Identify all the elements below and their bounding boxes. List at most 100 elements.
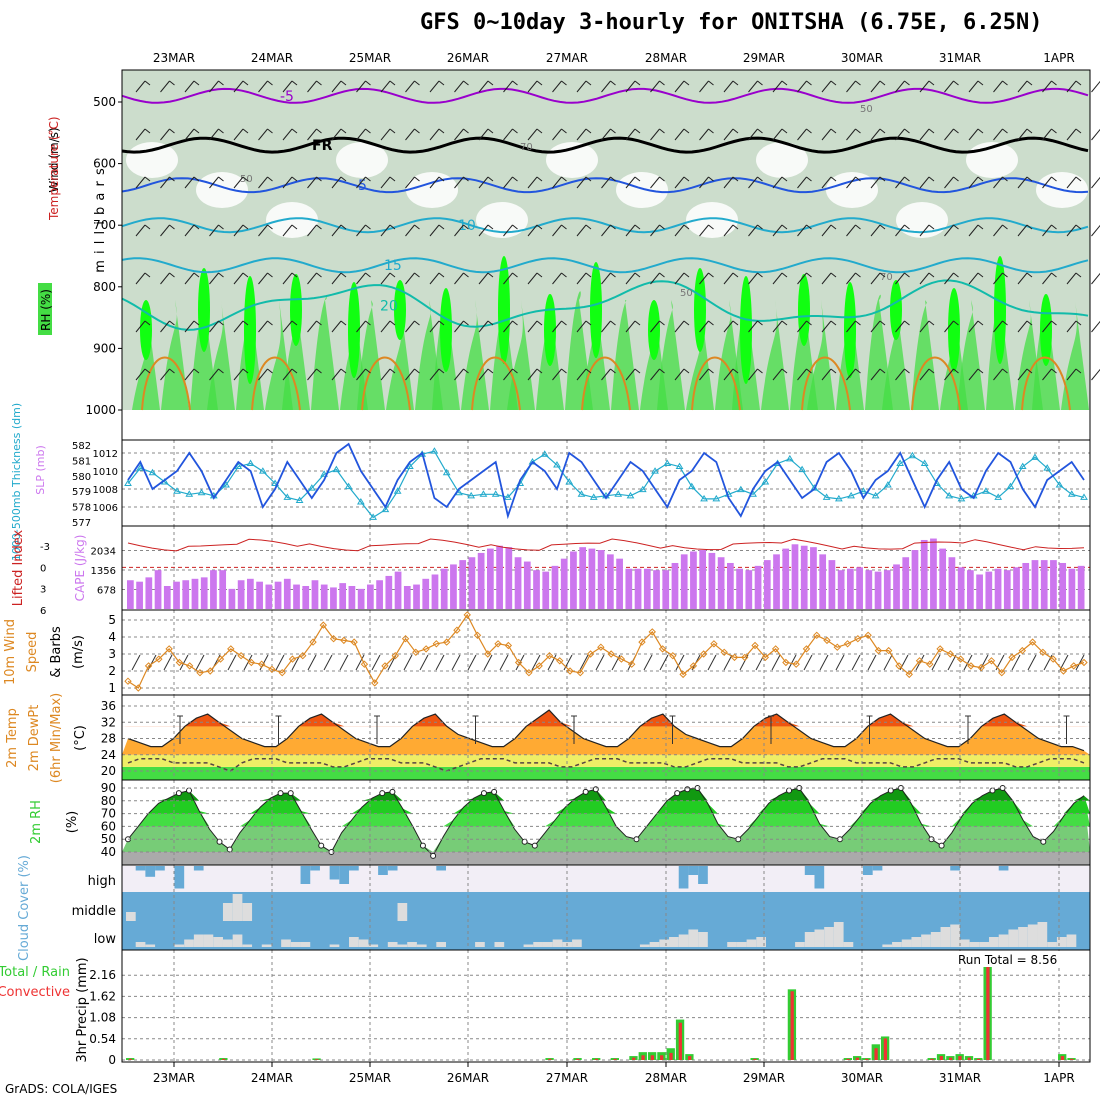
thickness-marker	[700, 494, 708, 502]
slp-tick-label: 1010	[93, 467, 118, 478]
wind-barb	[821, 368, 832, 381]
cloud-low-bar	[542, 942, 553, 947]
cape-bar	[1077, 565, 1085, 609]
wind-barb-flag	[340, 320, 347, 326]
thickness-marker	[246, 459, 255, 466]
wind-tick-label: 4	[108, 630, 116, 644]
wind-barb	[576, 272, 587, 285]
wind-barb-flag	[365, 272, 371, 278]
wind-barb	[846, 80, 856, 93]
wind-barb-flag	[585, 128, 592, 134]
rh-background	[122, 70, 1090, 410]
wind-speed-marker	[514, 658, 523, 667]
li-tick-label: 0	[40, 563, 46, 574]
thickness-marker	[1031, 453, 1039, 460]
bottom-date-label: 29MAR	[743, 1071, 785, 1085]
cape-bar	[699, 550, 707, 609]
wind-barb	[993, 80, 1003, 93]
wind-barb-flag	[879, 272, 886, 278]
surface-wind-barb	[867, 654, 877, 671]
wind-barb	[723, 224, 734, 237]
wind-barb	[1017, 272, 1028, 285]
wind-barb	[674, 176, 685, 189]
cloud-high-bar	[378, 866, 388, 875]
li-ylabel: Lifted Index	[11, 529, 26, 606]
wind-barb-flag	[977, 224, 984, 230]
wind-barb	[307, 224, 317, 237]
wind-speed-marker	[998, 668, 1006, 677]
cape-bar	[348, 585, 356, 609]
rh-shading-band	[282, 300, 310, 410]
wind-barb	[160, 272, 170, 285]
bottom-date-label: 28MAR	[645, 1071, 687, 1085]
thickness-marker	[442, 468, 451, 476]
bottom-date-label: 25MAR	[349, 1071, 391, 1085]
wind-barb	[233, 80, 244, 93]
cloud-low-bar	[193, 934, 204, 947]
wind-barb	[968, 224, 979, 237]
cape-bar	[994, 568, 1002, 609]
thickness-marker	[663, 459, 672, 466]
cape-bar	[1022, 562, 1030, 609]
wind-barb-flag	[340, 80, 347, 86]
wind-barb-flag	[585, 80, 592, 86]
wind-barb	[331, 272, 342, 285]
temperature-contour-orange	[361, 356, 411, 411]
precip-convective-bar	[613, 1058, 617, 1060]
wind-speed-marker	[956, 655, 965, 663]
wind-barb-flag	[1026, 128, 1033, 134]
wind-barb-flag	[267, 176, 273, 182]
wind-barb	[944, 320, 954, 333]
cape-bar	[173, 581, 180, 609]
wind-barb-flag	[977, 272, 984, 278]
thickness-marker	[344, 482, 353, 490]
surface-wind-barb	[675, 654, 685, 671]
precip-convective-bar	[632, 1057, 636, 1060]
cape-bar	[967, 570, 974, 609]
cloud-high-bar	[698, 866, 708, 884]
thickness-marker	[173, 487, 181, 494]
rh-ylabel: RH (%)	[39, 289, 53, 331]
thickness-marker	[614, 490, 623, 497]
wind-barb	[919, 80, 930, 93]
rh-marker	[226, 846, 233, 853]
wind-speed-marker	[926, 660, 934, 668]
wind-speed-marker	[730, 653, 739, 662]
wind-barb	[625, 320, 636, 333]
wind-barb-flag	[463, 80, 469, 86]
wind-barb	[576, 320, 587, 333]
wind-barb-flag	[463, 272, 469, 278]
cape-bar	[736, 568, 743, 609]
rh-shading-band	[461, 300, 489, 410]
wind-barb	[821, 80, 832, 93]
precip-convective-bar	[1060, 1056, 1065, 1060]
wind-barb	[380, 320, 391, 333]
thickness-marker	[859, 487, 868, 494]
wind-barb	[184, 224, 195, 237]
wind-barb	[233, 368, 244, 381]
cloud-low-bar	[746, 939, 757, 947]
cape-bar	[883, 570, 891, 609]
wind-barb-flag	[242, 272, 249, 278]
rh-high-core	[798, 274, 810, 346]
wind-barb	[356, 176, 366, 189]
wind-barb-flag	[610, 368, 616, 374]
precip-tick-label: 2.16	[89, 968, 116, 982]
rh-high-core	[440, 288, 452, 372]
wind-barb	[846, 272, 856, 285]
wind-barb-flag	[389, 176, 396, 182]
cloud-high-bar	[387, 866, 398, 871]
wind-barb	[870, 368, 881, 381]
wind-barb-flag	[291, 176, 298, 182]
cape-bar	[403, 585, 411, 609]
wind-barb	[454, 128, 464, 141]
wind-speed-marker	[227, 645, 235, 653]
cape-bar	[330, 587, 337, 609]
top-date-label: 29MAR	[743, 51, 785, 65]
wind-barb	[944, 272, 954, 285]
wind-speed-marker	[288, 655, 297, 663]
wind-barb-flag	[634, 176, 641, 182]
wind-barb-flag	[291, 320, 298, 326]
cloud-low-bar	[494, 942, 505, 947]
wind-barb-flag	[414, 224, 420, 230]
